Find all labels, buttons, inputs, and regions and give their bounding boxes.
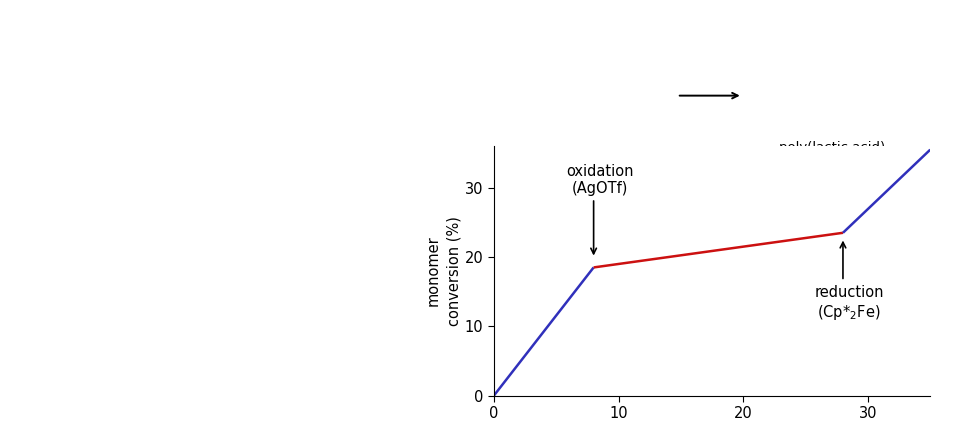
Text: oxidation
(AgOTf): oxidation (AgOTf) xyxy=(566,163,634,196)
Text: poly(lactic acid): poly(lactic acid) xyxy=(779,141,885,154)
Text: reduction
(Cp*$_2$Fe): reduction (Cp*$_2$Fe) xyxy=(814,285,884,322)
Y-axis label: monomer
conversion (%): monomer conversion (%) xyxy=(426,216,462,326)
